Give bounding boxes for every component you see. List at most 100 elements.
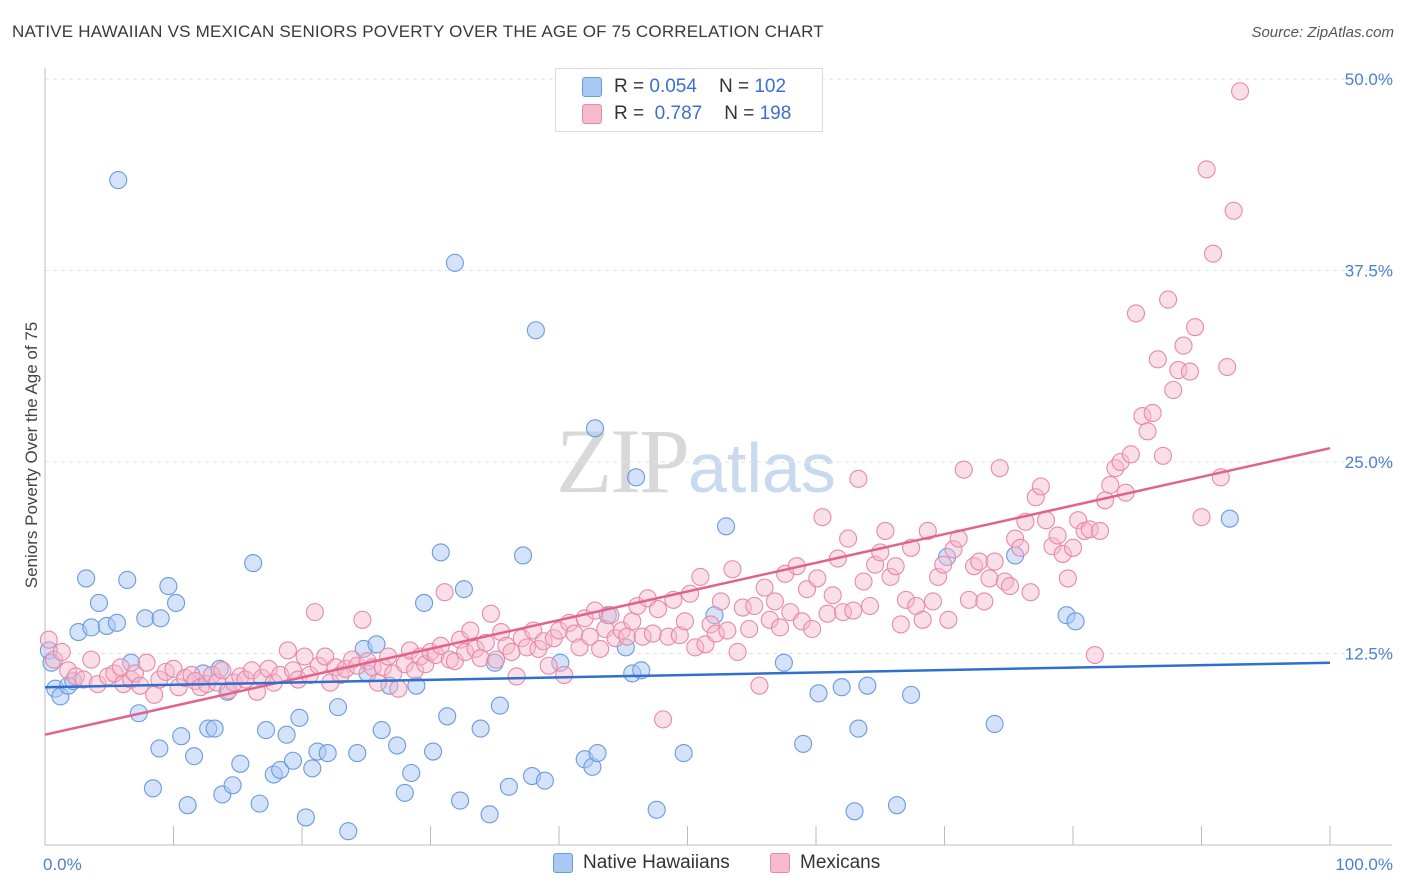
legend-n-value: 102	[754, 76, 787, 97]
chart-title: NATIVE HAWAIIAN VS MEXICAN SENIORS POVER…	[12, 22, 824, 41]
data-point-mexicans	[750, 676, 769, 695]
data-point-mexicans	[389, 679, 408, 698]
data-point-mexicans	[818, 604, 837, 623]
data-point-mexicans	[1143, 403, 1162, 423]
data-point-mexicans	[1224, 201, 1243, 220]
data-point-mexicans	[137, 653, 156, 672]
data-point-mexicans	[691, 567, 710, 586]
data-point-mexicans	[507, 667, 526, 686]
y-tick-label: 25.0%	[1345, 453, 1393, 472]
data-point-mexicans	[1048, 526, 1067, 545]
data-point-native-hawaiians	[372, 721, 391, 740]
data-point-mexicans	[1011, 538, 1030, 557]
data-point-mexicans	[39, 630, 58, 649]
data-point-mexicans	[1159, 290, 1178, 309]
data-point-native-hawaiians	[290, 708, 309, 727]
series-mexicans	[39, 82, 1250, 729]
data-point-mexicans	[934, 555, 953, 574]
data-point-native-hawaiians	[151, 609, 170, 628]
y-tick-label: 12.5%	[1345, 645, 1393, 664]
data-point-mexicans	[975, 592, 994, 611]
data-point-mexicans	[591, 639, 610, 658]
data-point-native-hawaiians	[194, 664, 213, 683]
axes	[44, 68, 1392, 846]
data-point-mexicans	[1063, 538, 1083, 557]
data-point-mexicans	[808, 569, 827, 588]
data-point-mexicans	[456, 642, 475, 662]
data-point-native-hawaiians	[985, 714, 1004, 734]
data-point-native-hawaiians	[809, 684, 828, 703]
data-point-mexicans	[985, 552, 1004, 571]
data-point-native-hawaiians	[159, 577, 178, 596]
data-point-mexicans	[1174, 336, 1193, 355]
data-point-native-hawaiians	[513, 546, 533, 565]
data-point-mexicans	[1090, 521, 1110, 540]
bottom-legend-label: Mexicans	[800, 852, 881, 873]
data-point-native-hawaiians	[283, 751, 303, 770]
data-point-mexicans	[88, 675, 107, 694]
tick-labels: 12.5% 25.0% 37.5% 50.0% 0.0% 100.0%	[43, 70, 1393, 874]
data-point-native-hawaiians	[845, 802, 864, 821]
data-point-native-hawaiians	[535, 771, 554, 790]
data-point-mexicans	[486, 650, 506, 669]
data-point-mexicans	[580, 627, 599, 646]
data-point-native-hawaiians	[485, 653, 504, 672]
data-point-mexicans	[618, 627, 637, 646]
data-point-mexicans	[1197, 160, 1216, 179]
data-point-mexicans	[145, 685, 164, 704]
data-point-mexicans	[1043, 537, 1062, 556]
data-point-native-hawaiians	[585, 419, 605, 438]
watermark-zip: ZIP	[556, 410, 690, 512]
data-point-mexicans	[1180, 362, 1199, 381]
data-point-mexicans	[517, 638, 536, 657]
data-point-mexicans	[534, 632, 553, 651]
data-point-native-hawaiians	[431, 543, 450, 562]
data-point-mexicans	[990, 459, 1009, 478]
data-point-mexicans	[259, 659, 278, 678]
data-point-mexicans	[939, 610, 958, 629]
data-point-native-hawaiians	[167, 593, 186, 612]
data-point-native-hawaiians	[348, 744, 367, 763]
data-point-native-hawaiians	[77, 569, 96, 588]
data-point-native-hawaiians	[402, 763, 421, 783]
data-point-native-hawaiians	[454, 580, 473, 599]
legend-swatch-blue	[582, 77, 602, 97]
data-point-native-hawaiians	[296, 808, 315, 827]
x-tick-label-right: 100.0%	[1335, 855, 1393, 874]
data-point-native-hawaiians	[136, 609, 155, 628]
data-point-native-hawaiians	[367, 635, 386, 654]
data-point-mexicans	[643, 624, 662, 643]
data-point-native-hawaiians	[438, 707, 457, 726]
data-point-mexicans	[435, 583, 454, 602]
data-point-mexicans	[461, 621, 480, 640]
data-point-native-hawaiians	[271, 760, 290, 779]
data-point-mexicans	[1031, 477, 1050, 496]
data-point-mexicans	[1169, 361, 1188, 380]
data-point-mexicans	[711, 592, 730, 611]
data-point-mexicans	[891, 615, 910, 634]
data-point-mexicans	[670, 626, 689, 645]
legend-r-label: R =	[614, 103, 645, 124]
trend-line-mexicans	[44, 446, 1331, 736]
data-point-mexicans	[633, 627, 652, 646]
data-point-mexicans	[675, 612, 694, 631]
data-point-mexicans	[913, 610, 932, 629]
data-point-native-hawaiians	[832, 678, 851, 697]
series-native-hawaiians	[39, 171, 1239, 841]
data-point-native-hawaiians	[118, 570, 137, 590]
bottom-legend-label: Native Hawaiians	[583, 852, 730, 873]
data-point-mexicans	[1026, 488, 1045, 507]
x-tick-label-left: 0.0%	[43, 855, 82, 874]
data-point-mexicans	[954, 460, 973, 479]
data-point-native-hawaiians	[526, 321, 545, 340]
legend-n-value: 198	[759, 103, 792, 124]
data-point-mexicans	[733, 598, 752, 617]
data-point-native-hawaiians	[109, 171, 128, 190]
data-point-native-hawaiians	[902, 685, 921, 704]
data-point-native-hawaiians	[424, 742, 443, 761]
data-point-native-hawaiians	[328, 698, 348, 717]
data-point-mexicans	[1036, 511, 1056, 530]
legend-row-mexicans: R = 0.787 N = 198	[582, 102, 791, 126]
data-point-native-hawaiians	[250, 794, 269, 813]
data-point-mexicans	[1111, 452, 1130, 472]
